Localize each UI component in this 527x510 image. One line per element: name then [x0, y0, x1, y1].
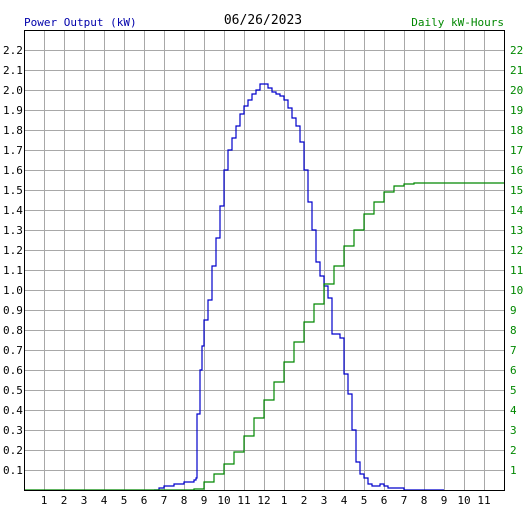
left-tick-label: 2.2 — [3, 44, 23, 57]
left-tick-label: 1.1 — [3, 264, 23, 277]
left-tick-label: 2.1 — [3, 64, 23, 77]
x-tick-label: 6 — [141, 494, 148, 507]
left-tick-label: 0.2 — [3, 444, 23, 457]
right-tick-label: 15 — [510, 184, 523, 197]
x-tick-label: 7 — [401, 494, 408, 507]
left-axis-label: Power Output (kW) — [24, 16, 137, 29]
left-tick-label: 2.0 — [3, 84, 23, 97]
x-tick-label: 5 — [121, 494, 128, 507]
left-tick-label: 1.9 — [3, 104, 23, 117]
left-tick-label: 1.3 — [3, 224, 23, 237]
x-tick-label: 10 — [217, 494, 230, 507]
x-tick-label: 12 — [257, 494, 270, 507]
left-tick-label: 1.2 — [3, 244, 23, 257]
x-tick-label: 1 — [41, 494, 48, 507]
plot-frame — [24, 30, 505, 491]
x-tick-label: 1 — [281, 494, 288, 507]
left-tick-label: 1.6 — [3, 164, 23, 177]
chart-title: 06/26/2023 — [224, 13, 302, 28]
x-tick-label: 8 — [421, 494, 428, 507]
right-tick-label: 13 — [510, 224, 523, 237]
x-tick-label: 9 — [201, 494, 208, 507]
x-tick-label: 4 — [101, 494, 108, 507]
left-tick-label: 0.5 — [3, 384, 23, 397]
x-tick-label: 2 — [301, 494, 308, 507]
series-lines — [24, 83, 504, 491]
right-tick-label: 12 — [510, 244, 523, 257]
x-tick-label: 10 — [457, 494, 470, 507]
energy-series-line — [24, 182, 504, 491]
x-tick-label: 2 — [61, 494, 68, 507]
right-tick-label: 19 — [510, 104, 523, 117]
left-tick-label: 1.7 — [3, 144, 23, 157]
left-tick-label: 0.1 — [3, 464, 23, 477]
right-tick-label: 10 — [510, 284, 523, 297]
left-tick-label: 1.8 — [3, 124, 23, 137]
left-tick-label: 0.6 — [3, 364, 23, 377]
x-tick-label: 11 — [477, 494, 490, 507]
right-tick-label: 6 — [510, 364, 517, 377]
x-tick-label: 6 — [381, 494, 388, 507]
left-tick-label: 1.4 — [3, 204, 23, 217]
x-tick-labels: 1 2 3 4 5 6 7 8 9 10 11 12 1 2 3 4 5 6 7 8 9 10 11 — [41, 494, 491, 507]
left-tick-label: 0.3 — [3, 424, 23, 437]
right-tick-label: 5 — [510, 384, 517, 397]
left-tick-label: 0.4 — [3, 404, 23, 417]
left-tick-label: 1.0 — [3, 284, 23, 297]
left-tick-label: 0.8 — [3, 324, 23, 337]
x-tick-label: 8 — [181, 494, 188, 507]
left-tick-labels: 0.1 0.2 0.3 0.4 0.5 0.6 0.7 0.8 0.9 1.0 1.1 1.2 1.3 1… — [3, 44, 23, 477]
x-tick-label: 9 — [441, 494, 448, 507]
right-tick-label: 14 — [510, 204, 524, 217]
x-tick-label: 11 — [237, 494, 250, 507]
x-tick-label: 4 — [341, 494, 348, 507]
right-tick-label: 7 — [510, 344, 517, 357]
right-tick-label: 3 — [510, 424, 517, 437]
right-tick-label: 11 — [510, 264, 523, 277]
grid-lines — [24, 30, 504, 490]
right-tick-label: 4 — [510, 404, 517, 417]
x-tick-label: 3 — [81, 494, 88, 507]
right-tick-label: 1 — [510, 464, 517, 477]
right-tick-label: 16 — [510, 164, 523, 177]
left-tick-label: 1.5 — [3, 184, 23, 197]
right-tick-label: 22 — [510, 44, 523, 57]
right-axis-label: Daily kW-Hours — [411, 16, 504, 29]
left-tick-label: 0.9 — [3, 304, 23, 317]
right-tick-label: 18 — [510, 124, 523, 137]
right-tick-label: 9 — [510, 304, 517, 317]
left-tick-label: 0.7 — [3, 344, 23, 357]
right-tick-label: 2 — [510, 444, 517, 457]
right-tick-label: 17 — [510, 144, 523, 157]
right-tick-label: 8 — [510, 324, 517, 337]
right-tick-label: 20 — [510, 84, 523, 97]
power-series-line — [154, 83, 444, 491]
x-tick-label: 3 — [321, 494, 328, 507]
right-tick-label: 21 — [510, 64, 523, 77]
x-tick-label: 7 — [161, 494, 168, 507]
x-tick-label: 5 — [361, 494, 368, 507]
